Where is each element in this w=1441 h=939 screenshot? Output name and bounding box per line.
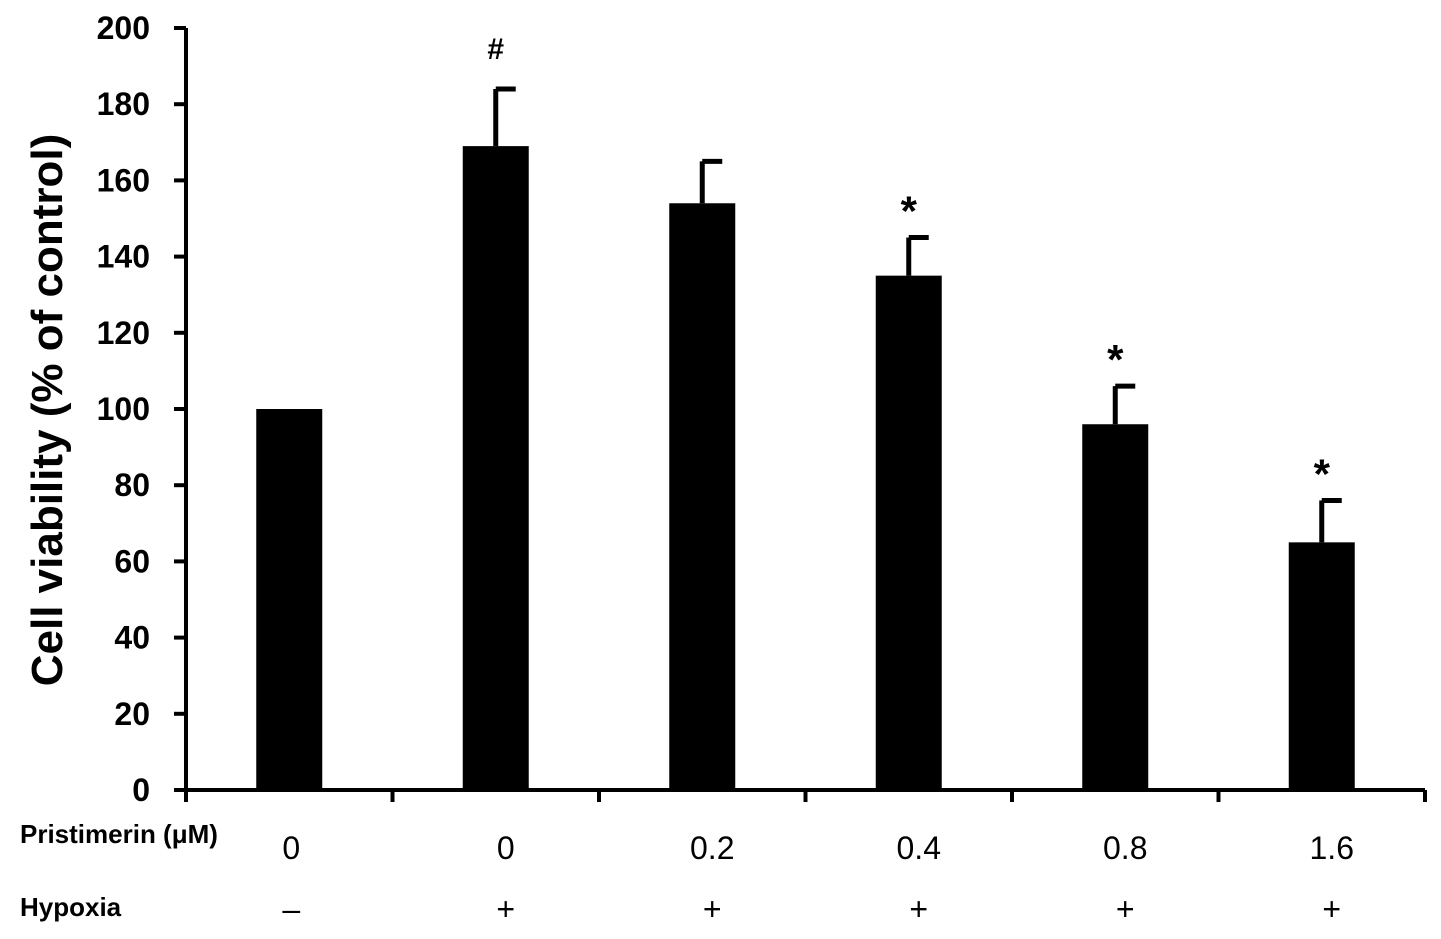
y-tick-label: 80 [114,467,150,503]
y-tick-label: 100 [97,391,150,427]
pristimerin-dose-label: 0.2 [690,830,734,866]
significance-marker: * [901,188,918,235]
significance-marker: * [1107,336,1124,383]
y-tick-label: 40 [114,620,150,656]
hypoxia-label: – [282,891,300,927]
significance-marker: # [487,33,504,66]
hypoxia-label: + [703,891,722,927]
pristimerin-dose-label: 0.4 [897,830,941,866]
y-tick-label: 180 [97,86,150,122]
y-tick-label: 120 [97,315,150,351]
row-label: Hypoxia [20,892,122,922]
hypoxia-label: + [1322,891,1341,927]
bar [875,275,942,790]
bar [256,409,323,790]
bar [669,203,736,790]
significance-marker: * [1314,450,1331,497]
y-tick-label: 140 [97,239,150,275]
y-tick-label: 0 [132,772,150,808]
y-tick-label: 60 [114,543,150,579]
y-tick-label: 200 [97,10,150,46]
y-tick-label: 20 [114,696,150,732]
hypoxia-label: + [909,891,928,927]
pristimerin-dose-label: 0 [282,830,300,866]
bar [1082,424,1149,790]
hypoxia-label: + [496,891,515,927]
pristimerin-dose-label: 0 [497,830,515,866]
hypoxia-label: + [1116,891,1135,927]
pristimerin-dose-label: 0.8 [1103,830,1147,866]
row-label: Pristimerin (μM) [20,819,218,849]
y-axis-label: Cell viability (% of control) [23,134,72,687]
bar [1288,542,1355,790]
bar [462,146,529,791]
pristimerin-dose-label: 1.6 [1310,830,1354,866]
y-tick-label: 160 [97,162,150,198]
